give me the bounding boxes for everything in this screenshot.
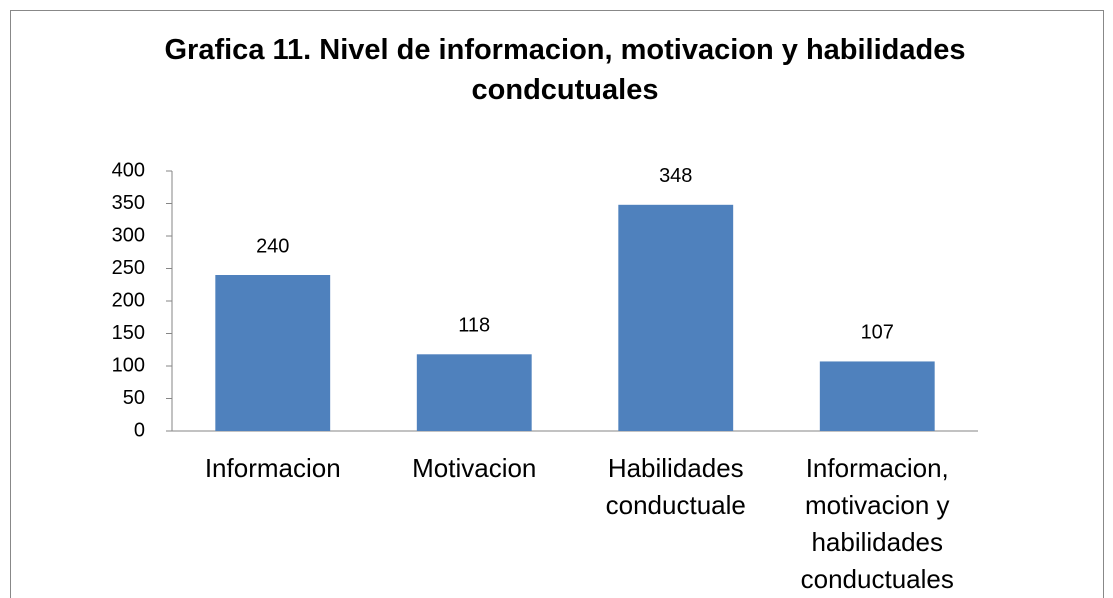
bar (618, 204, 734, 431)
data-label: 107 (861, 322, 894, 344)
bar (215, 275, 331, 431)
y-tick-label: 0 (134, 419, 145, 441)
x-tick-label: Habilidades conductuale (605, 453, 746, 520)
bar (819, 361, 935, 431)
y-tick-label: 350 (112, 192, 145, 214)
y-tick-label: 50 (123, 387, 145, 409)
data-label: 240 (256, 235, 289, 257)
y-tick-label: 250 (112, 257, 145, 279)
x-tick-label: Motivacion (412, 453, 537, 483)
data-label: 348 (659, 165, 692, 187)
data-label: 118 (458, 315, 490, 337)
x-tick-label: Informacion (204, 453, 341, 483)
y-tick-label: 400 (112, 159, 145, 181)
y-tick-label: 100 (112, 354, 145, 376)
bar (416, 354, 532, 431)
chart-frame (10, 10, 1104, 598)
x-tick-label: Informacion, motivacion y habilidades co… (800, 453, 954, 594)
chart-title: Grafica 11. Nivel de informacion, motiva… (164, 34, 966, 106)
y-tick-label: 150 (112, 322, 145, 344)
y-tick-label: 200 (112, 289, 145, 311)
y-tick-label: 300 (112, 224, 145, 246)
